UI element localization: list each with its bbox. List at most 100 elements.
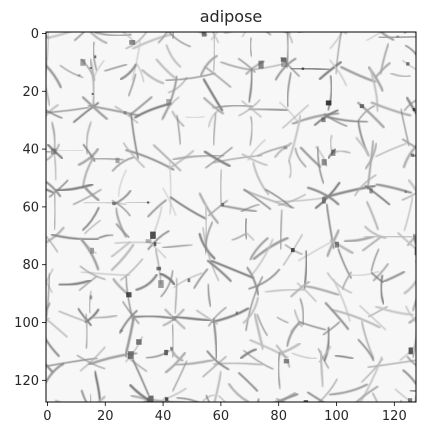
cell-membrane [135, 273, 158, 291]
cell-membrane [50, 233, 100, 241]
cell-membrane [77, 147, 100, 166]
cell-membrane [285, 32, 289, 33]
dark-speck [212, 403, 216, 409]
cell-membrane [286, 71, 292, 107]
cell-membrane [245, 276, 264, 332]
cell-membrane [46, 109, 63, 119]
cell-membrane [324, 302, 350, 331]
cell-membrane [327, 0, 343, 29]
dark-speck [94, 55, 97, 59]
cell-membrane [375, 0, 385, 22]
cell-membrane [323, 326, 331, 362]
cell-membrane [77, 307, 92, 327]
cell-membrane [122, 301, 140, 325]
cell-membrane [117, 169, 127, 198]
dark-speck [301, 67, 305, 70]
cell-membrane [198, 232, 216, 260]
cell-membrane [46, 226, 65, 244]
cell-membrane [412, 233, 416, 251]
cell-membrane [409, 389, 416, 393]
dark-speck [408, 347, 413, 355]
cell-membrane [241, 153, 268, 167]
cell-membrane [48, 179, 69, 198]
cell-membrane [340, 24, 387, 30]
cell-membrane [46, 32, 50, 77]
cell-membrane [79, 265, 106, 281]
dark-speck [145, 239, 152, 243]
cell-membrane [293, 309, 303, 328]
cell-membrane [93, 370, 102, 402]
cell-membrane [275, 398, 287, 402]
cell-membrane [213, 362, 263, 367]
cell-membrane [307, 391, 326, 402]
cell-membrane [335, 32, 342, 75]
cell-membrane [207, 283, 212, 308]
cell-membrane [119, 63, 138, 81]
cell-membrane [403, 196, 414, 232]
x-tick-label: 100 [324, 409, 349, 424]
cell-membrane [284, 244, 303, 255]
cell-membrane [349, 270, 380, 277]
cell-membrane [374, 62, 391, 79]
cell-membrane [74, 32, 86, 42]
cell-membrane [369, 68, 379, 112]
cell-membrane [248, 68, 253, 103]
cell-membrane [46, 188, 54, 194]
cell-membrane [359, 305, 387, 331]
cell-membrane [318, 61, 343, 81]
cell-membrane [46, 244, 47, 247]
cell-membrane [80, 238, 100, 271]
cell-membrane [290, 0, 301, 23]
dark-speck [201, 420, 205, 426]
cell-membrane [250, 405, 269, 424]
cell-membrane [405, 96, 416, 116]
cell-membrane [210, 259, 254, 279]
cell-membrane [241, 32, 247, 38]
dark-speck [119, 329, 123, 332]
cell-membrane [208, 306, 227, 327]
cell-membrane [421, 68, 425, 110]
cell-membrane [46, 34, 50, 40]
cell-membrane [162, 243, 193, 249]
cell-membrane [83, 201, 127, 205]
cell-membrane [419, 68, 425, 88]
cell-membrane [306, 186, 340, 206]
cell-membrane [366, 32, 382, 41]
cell-membrane [88, 290, 92, 314]
cell-membrane [83, 0, 91, 30]
y-tick-label: 20 [22, 85, 39, 100]
cell-membrane [366, 140, 375, 190]
y-axis-ticks: 0 20 40 60 80 100 120 [14, 27, 46, 389]
cell-membrane [173, 272, 203, 288]
cell-membrane [243, 188, 272, 210]
cell-membrane [415, 260, 416, 263]
cell-membrane [290, 67, 331, 71]
cell-membrane [111, 156, 135, 172]
cell-membrane [152, 144, 182, 172]
cell-membrane [380, 274, 385, 305]
cell-membrane [169, 196, 207, 220]
cell-membrane [46, 57, 48, 60]
cell-membrane [355, 385, 379, 402]
cell-membrane [405, 305, 416, 324]
cell-membrane [370, 101, 412, 117]
cell-membrane [83, 186, 100, 202]
cell-membrane [331, 308, 381, 329]
cell-membrane [206, 350, 230, 371]
dark-speck [321, 117, 326, 123]
dark-speck [303, 400, 309, 402]
cell-membrane [278, 101, 298, 122]
cell-membrane [202, 227, 220, 282]
cell-membrane [205, 394, 210, 402]
dark-speck [146, 201, 150, 204]
dark-speck [201, 32, 207, 37]
dark-speck [404, 190, 407, 193]
cell-membrane [135, 62, 145, 83]
cell-membrane [252, 161, 270, 196]
cell-membrane [130, 394, 186, 402]
cell-membrane [46, 317, 68, 338]
cell-membrane [277, 351, 282, 390]
cell-membrane [390, 72, 411, 78]
cell-membrane [202, 355, 227, 378]
cell-membrane [115, 223, 130, 239]
